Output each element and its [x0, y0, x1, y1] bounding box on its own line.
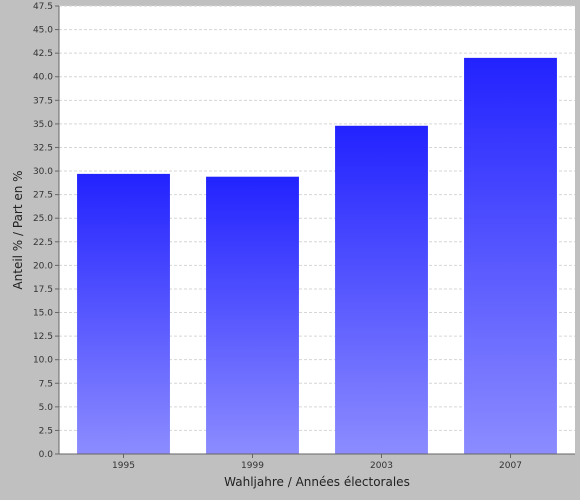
- y-tick-label: 0.0: [39, 450, 54, 460]
- bar-1995: [77, 173, 170, 454]
- y-axis-title: Anteil % / Part en %: [11, 170, 25, 289]
- y-tick-label: 45.0: [33, 26, 53, 36]
- y-tick-label: 22.5: [33, 238, 53, 248]
- y-tick-label: 37.5: [33, 96, 53, 106]
- x-tick-labels: 1995 1999 2003 2007: [112, 461, 522, 471]
- y-tick-label: 12.5: [33, 332, 53, 342]
- bars: [77, 57, 557, 454]
- y-tick-label: 35.0: [33, 120, 53, 130]
- y-tick-label: 15.0: [33, 309, 53, 319]
- bar-1999: [206, 176, 299, 454]
- x-tick-label: 2007: [499, 461, 522, 471]
- y-tick-label: 47.5: [33, 2, 53, 12]
- y-tick-label: 42.5: [33, 49, 53, 59]
- x-tick-label: 2003: [370, 461, 393, 471]
- y-tick-label: 5.0: [39, 403, 54, 413]
- y-tick-label: 17.5: [33, 285, 53, 295]
- bar-2003: [335, 125, 428, 454]
- y-tick-label: 32.5: [33, 143, 53, 153]
- x-tick-label: 1999: [241, 461, 264, 471]
- x-tick-label: 1995: [112, 461, 135, 471]
- bar-2007: [464, 57, 557, 454]
- y-tick-label: 30.0: [33, 167, 53, 177]
- x-axis-title: Wahljahre / Années électorales: [224, 475, 410, 489]
- y-tick-label: 40.0: [33, 73, 53, 83]
- y-tick-label: 20.0: [33, 261, 53, 271]
- y-tick-label: 10.0: [33, 356, 53, 366]
- y-tick-label: 2.5: [39, 426, 53, 436]
- y-tick-label: 27.5: [33, 191, 53, 201]
- y-tick-label: 7.5: [39, 379, 53, 389]
- axes: [55, 5, 575, 458]
- y-tick-label: 25.0: [33, 214, 53, 224]
- y-tick-labels: 0.0 2.5 5.0 7.5 10.0 12.5 15.0 17.5 20.0 22.5 25.0…: [33, 2, 53, 460]
